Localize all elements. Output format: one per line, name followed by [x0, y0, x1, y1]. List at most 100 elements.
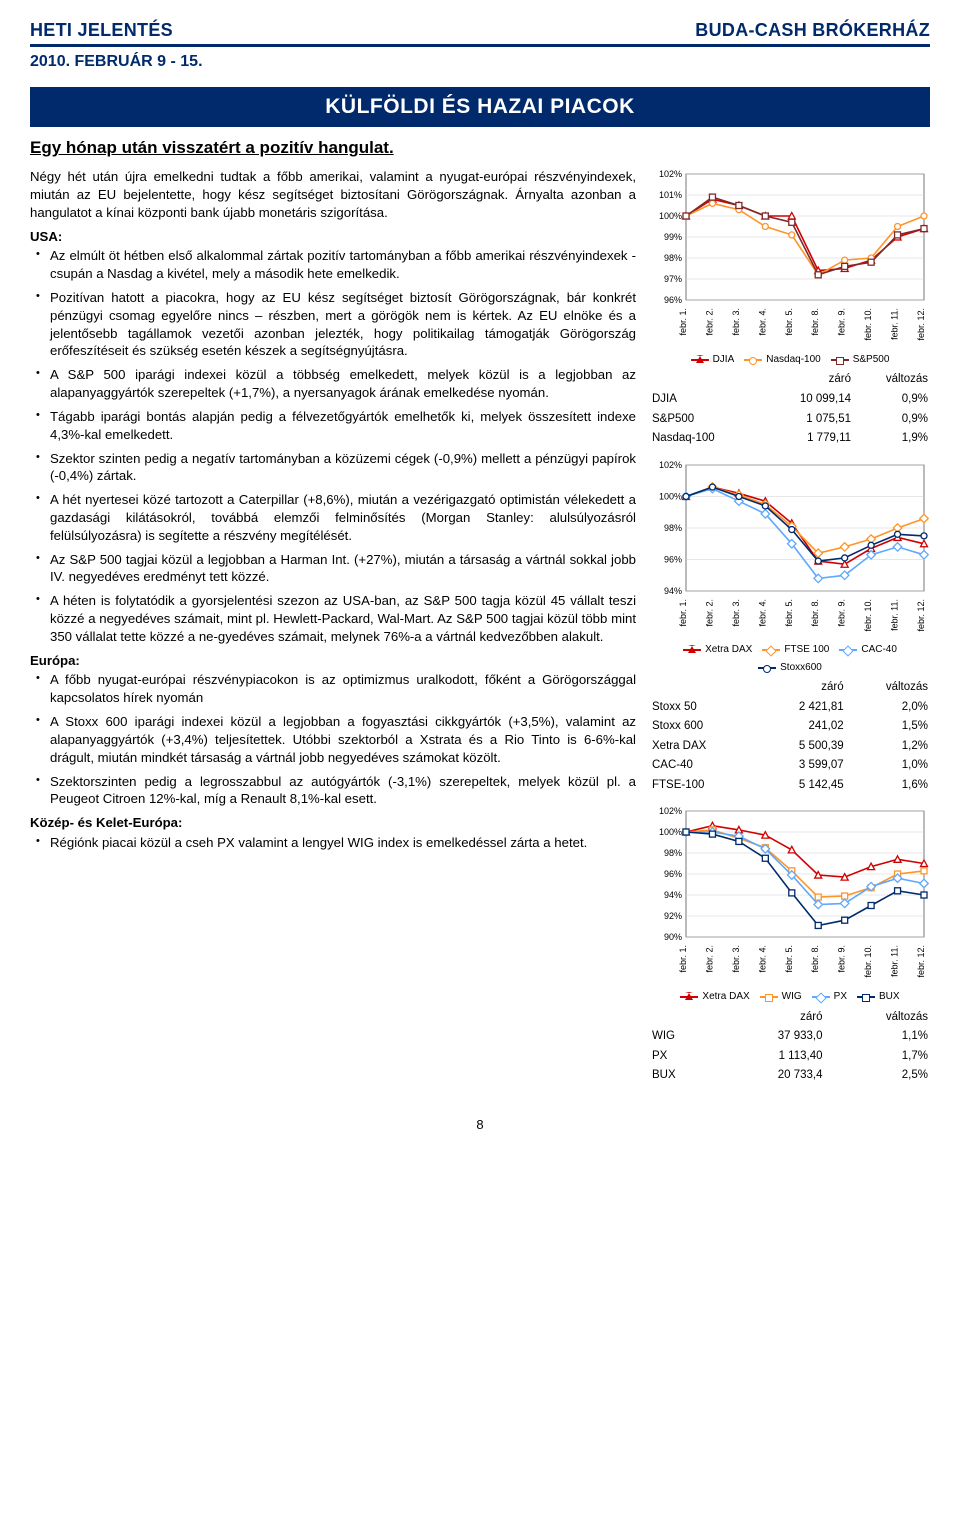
svg-text:febr. 5.: febr. 5.	[784, 308, 794, 336]
svg-text:febr. 10.: febr. 10.	[863, 308, 873, 341]
svg-text:febr. 9.: febr. 9.	[837, 308, 847, 336]
svg-text:febr. 3.: febr. 3.	[731, 308, 741, 336]
legend-item: FTSE 100	[762, 643, 829, 657]
cell-name: DJIA	[650, 390, 761, 410]
list-item: A főbb nyugat-európai részvénypiacokon i…	[30, 671, 636, 707]
chart-block-eu: 102%100%98%96%94%febr. 1.febr. 2.febr. 3…	[650, 459, 930, 796]
th-close: záró	[713, 1008, 824, 1028]
svg-text:101%: 101%	[659, 190, 682, 200]
list-item: Szektorszinten pedig a legrosszabbul az …	[30, 773, 636, 809]
table-cee-indices: záró változás WIG37 933,01,1%PX1 113,401…	[650, 1008, 930, 1086]
svg-text:febr. 9.: febr. 9.	[837, 599, 847, 627]
svg-text:febr. 1.: febr. 1.	[678, 308, 688, 336]
legend-us: DJIA Nasdaq-100 S&P500	[650, 353, 930, 367]
th-close: záró	[757, 678, 846, 698]
header-bar: HETI JELENTÉS BUDA-CASH BRÓKERHÁZ	[30, 18, 930, 47]
svg-text:100%: 100%	[659, 491, 682, 501]
cell-close: 37 933,0	[713, 1027, 824, 1047]
cell-change: 1,5%	[846, 717, 930, 737]
svg-text:98%: 98%	[664, 253, 682, 263]
cell-name: PX	[650, 1047, 713, 1067]
section-subhead: Egy hónap után visszatért a pozitív hang…	[30, 137, 930, 160]
cell-close: 1 075,51	[761, 410, 853, 430]
legend-item: CAC-40	[839, 643, 897, 657]
cell-close: 2 421,81	[757, 698, 846, 718]
cell-name: Stoxx 600	[650, 717, 757, 737]
svg-text:febr. 2.: febr. 2.	[704, 599, 714, 627]
svg-text:febr. 10.: febr. 10.	[863, 599, 873, 632]
cell-name: Xetra DAX	[650, 737, 757, 757]
cell-change: 1,1%	[825, 1027, 930, 1047]
cell-close: 5 142,45	[757, 776, 846, 796]
svg-text:febr. 2.: febr. 2.	[704, 945, 714, 973]
svg-text:febr. 12.: febr. 12.	[916, 945, 926, 978]
svg-text:97%: 97%	[664, 274, 682, 284]
table-eu-indices: záró változás Stoxx 502 421,812,0%Stoxx …	[650, 678, 930, 795]
svg-text:92%: 92%	[664, 911, 682, 921]
legend-item: DJIA	[691, 353, 735, 367]
list-item: A héten is folytatódik a gyorsjelentési …	[30, 592, 636, 645]
svg-text:100%: 100%	[659, 827, 682, 837]
list-item: Az elmúlt öt hétben első alkalommal zárt…	[30, 247, 636, 283]
svg-text:febr. 11.: febr. 11.	[890, 599, 900, 631]
cell-close: 3 599,07	[757, 756, 846, 776]
svg-text:febr. 1.: febr. 1.	[678, 599, 688, 627]
cell-name: BUX	[650, 1066, 713, 1086]
usa-bullet-list: Az elmúlt öt hétben első alkalommal zárt…	[30, 247, 636, 645]
cell-change: 2,0%	[846, 698, 930, 718]
cell-change: 0,9%	[853, 410, 930, 430]
cell-close: 20 733,4	[713, 1066, 824, 1086]
chart-eu-indices: 102%100%98%96%94%febr. 1.febr. 2.febr. 3…	[650, 459, 930, 644]
svg-text:febr. 3.: febr. 3.	[731, 945, 741, 973]
list-item: Pozitívan hatott a piacokra, hogy az EU …	[30, 289, 636, 360]
table-row: WIG37 933,01,1%	[650, 1027, 930, 1047]
section-label-cee: Közép- és Kelet-Európa:	[30, 814, 636, 832]
table-row: Nasdaq-1001 779,111,9%	[650, 429, 930, 449]
list-item: Tágabb iparági bontás alapján pedig a fé…	[30, 408, 636, 444]
svg-text:febr. 12.: febr. 12.	[916, 308, 926, 341]
svg-text:febr. 8.: febr. 8.	[810, 945, 820, 973]
svg-text:febr. 10.: febr. 10.	[863, 945, 873, 978]
svg-text:98%: 98%	[664, 523, 682, 533]
legend-item: S&P500	[831, 353, 890, 367]
chart-us-indices: 102%101%100%99%98%97%96%febr. 1.febr. 2.…	[650, 168, 930, 353]
cell-name: Stoxx 50	[650, 698, 757, 718]
chart-block-us: 102%101%100%99%98%97%96%febr. 1.febr. 2.…	[650, 168, 930, 448]
svg-text:febr. 11.: febr. 11.	[890, 945, 900, 977]
legend-item: Nasdaq-100	[744, 353, 820, 367]
intro-paragraph: Négy hét után újra emelkedni tudtak a fő…	[30, 168, 636, 221]
page-number: 8	[30, 1116, 930, 1134]
header-date: 2010. FEBRUÁR 9 - 15.	[30, 51, 930, 73]
list-item: Régiónk piacai közül a cseh PX valamint …	[30, 834, 636, 852]
list-item: A S&P 500 iparági indexei közül a többsé…	[30, 366, 636, 402]
svg-text:90%: 90%	[664, 932, 682, 942]
svg-text:febr. 5.: febr. 5.	[784, 945, 794, 973]
cell-change: 1,0%	[846, 756, 930, 776]
svg-text:94%: 94%	[664, 586, 682, 596]
svg-text:102%: 102%	[659, 460, 682, 470]
header-left: HETI JELENTÉS	[30, 18, 173, 42]
list-item: A Stoxx 600 iparági indexei közül a legj…	[30, 713, 636, 766]
svg-text:102%: 102%	[659, 806, 682, 816]
article-column: Négy hét után újra emelkedni tudtak a fő…	[30, 168, 636, 858]
svg-text:96%: 96%	[664, 869, 682, 879]
table-row: Stoxx 502 421,812,0%	[650, 698, 930, 718]
table-row: DJIA10 099,140,9%	[650, 390, 930, 410]
svg-text:febr. 2.: febr. 2.	[704, 308, 714, 336]
legend-eu: Xetra DAXFTSE 100CAC-40Stoxx600	[650, 643, 930, 674]
svg-text:febr. 4.: febr. 4.	[757, 599, 767, 627]
list-item: A hét nyertesei közé tartozott a Caterpi…	[30, 491, 636, 544]
cell-name: Nasdaq-100	[650, 429, 761, 449]
svg-text:febr. 12.: febr. 12.	[916, 599, 926, 632]
table-us-indices: záró változás DJIA10 099,140,9%S&P5001 0…	[650, 370, 930, 448]
svg-text:febr. 11.: febr. 11.	[890, 308, 900, 340]
chart-cee-indices: 102%100%98%96%94%92%90%febr. 1.febr. 2.f…	[650, 805, 930, 990]
cell-name: WIG	[650, 1027, 713, 1047]
header-right: BUDA-CASH BRÓKERHÁZ	[695, 18, 930, 42]
svg-text:94%: 94%	[664, 890, 682, 900]
th-change: változás	[846, 678, 930, 698]
sidebar-column: 102% 101% 100% 99% 98% 97% 96% febr. 1. febr. 2.…	[650, 168, 930, 1096]
svg-text:febr. 8.: febr. 8.	[810, 308, 820, 336]
svg-text:99%: 99%	[664, 232, 682, 242]
svg-text:febr. 3.: febr. 3.	[731, 599, 741, 627]
